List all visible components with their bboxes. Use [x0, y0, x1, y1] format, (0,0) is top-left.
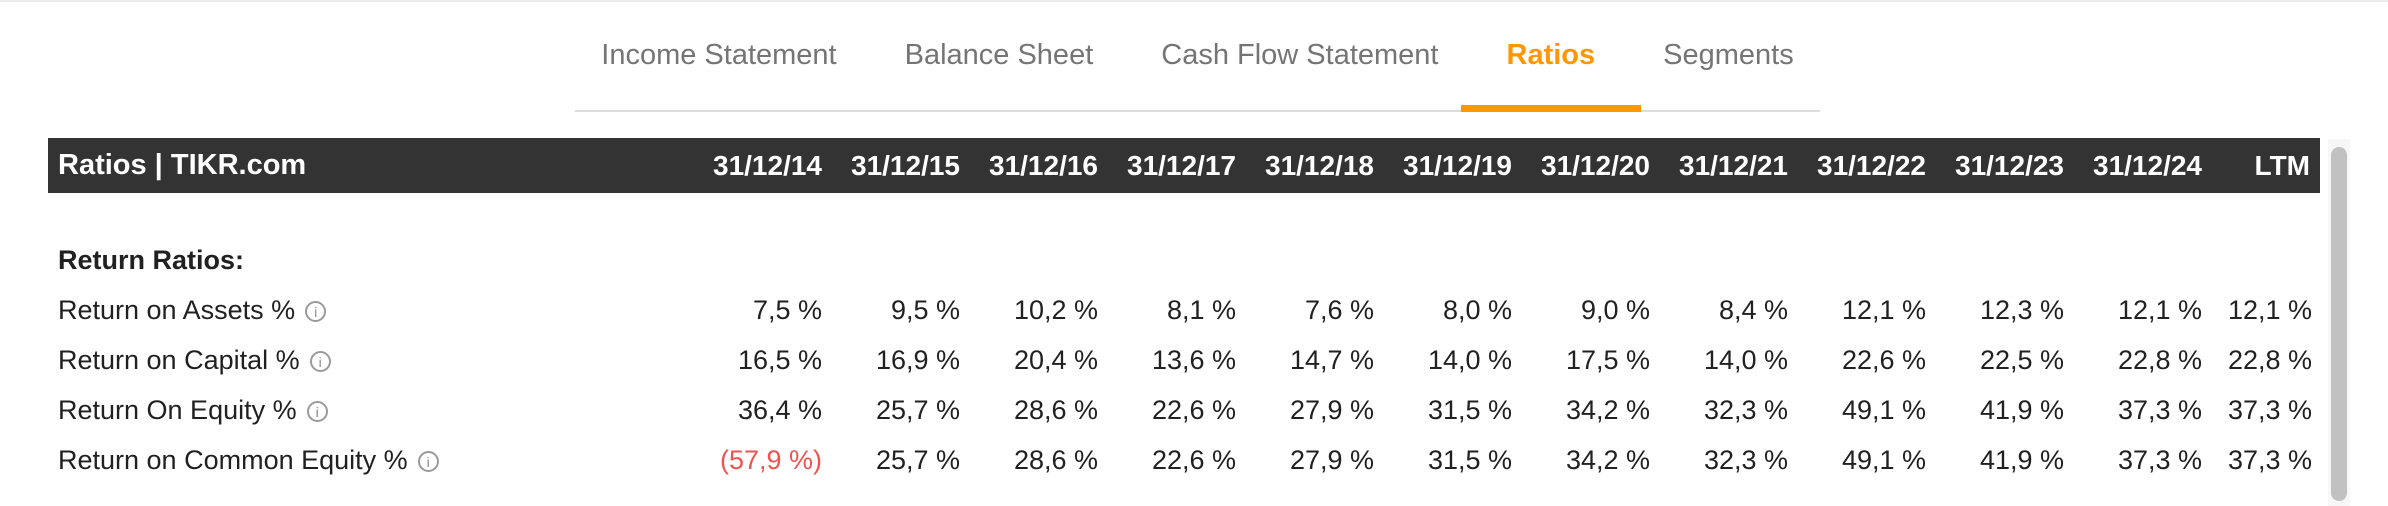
value-cell: 16,9 % [875, 344, 960, 375]
value-cell: 8,1 % [1166, 294, 1236, 325]
value-cell: 14,0 % [1703, 344, 1788, 375]
section-header-row: Return Ratios: [48, 235, 2320, 285]
value-cell: 22,8 % [2117, 344, 2202, 375]
value-cell: 10,2 % [1013, 294, 1098, 325]
value-cell: 16,5 % [737, 344, 822, 375]
value-cell: 22,6 % [1151, 394, 1236, 425]
column-header-31-12-23: 31/12/23 [1934, 138, 2072, 193]
value-cell: 12,3 % [1979, 294, 2064, 325]
vertical-scrollbar[interactable] [2328, 139, 2350, 506]
value-cell: 13,6 % [1151, 344, 1236, 375]
value-cell: 49,1 % [1841, 444, 1926, 475]
row-label: Return On Equity % [58, 394, 297, 425]
value-cell: 37,3 % [2117, 444, 2202, 475]
value-cell: 41,9 % [1979, 444, 2064, 475]
column-header-31-12-17: 31/12/17 [1106, 138, 1244, 193]
value-cell: 9,5 % [890, 294, 960, 325]
value-cell: 9,0 % [1580, 294, 1650, 325]
ratios-table-wrap: Ratios | TIKR.com 31/12/14 31/12/15 31/12/… [48, 138, 2320, 485]
value-cell: 41,9 % [1979, 394, 2064, 425]
column-header-31-12-21: 31/12/21 [1658, 138, 1796, 193]
table-row: Return On Equity % i 36,4 % 25,7 % 28,6 % 22,… [48, 385, 2320, 435]
value-cell: 36,4 % [737, 394, 822, 425]
column-header-31-12-19: 31/12/19 [1382, 138, 1520, 193]
value-cell: 22,6 % [1151, 444, 1236, 475]
value-cell: 27,9 % [1289, 444, 1374, 475]
row-label-cell: Return On Equity % i [48, 385, 692, 435]
value-cell: 12,1 % [2117, 294, 2202, 325]
row-label-cell: Return on Capital % i [48, 335, 692, 385]
value-cell: 32,3 % [1703, 444, 1788, 475]
column-header-31-12-18: 31/12/18 [1244, 138, 1382, 193]
row-label: Return on Capital % [58, 344, 300, 375]
value-cell: 31,5 % [1427, 444, 1512, 475]
row-label: Return on Common Equity % [58, 444, 408, 475]
spacer-row [48, 193, 2320, 235]
value-cell: 37,3 % [2117, 394, 2202, 425]
tab-income-statement[interactable]: Income Statement [601, 38, 837, 71]
value-cell: 25,7 % [875, 444, 960, 475]
value-cell: 37,3 % [2227, 394, 2312, 425]
info-icon[interactable]: i [306, 401, 328, 422]
column-header-31-12-15: 31/12/15 [830, 138, 968, 193]
row-label: Return on Assets % [58, 294, 296, 325]
tab-cash-flow-statement[interactable]: Cash Flow Statement [1161, 38, 1439, 71]
value-cell: 32,3 % [1703, 394, 1788, 425]
value-cell: 12,1 % [1841, 294, 1926, 325]
info-icon[interactable]: i [417, 451, 439, 472]
tab-segments[interactable]: Segments [1663, 38, 1794, 71]
column-header-31-12-20: 31/12/20 [1520, 138, 1658, 193]
value-cell: 12,1 % [2227, 294, 2312, 325]
value-cell: 22,6 % [1841, 344, 1926, 375]
value-cell: 22,8 % [2227, 344, 2312, 375]
column-header-31-12-24: 31/12/24 [2072, 138, 2210, 193]
table-header-row: Ratios | TIKR.com 31/12/14 31/12/15 31/12/… [48, 138, 2320, 193]
value-cell: 20,4 % [1013, 344, 1098, 375]
value-cell: 37,3 % [2227, 444, 2312, 475]
value-cell: 28,6 % [1013, 394, 1098, 425]
table-body: Return Ratios: Return on Assets % i 7,5 % 9,… [48, 193, 2320, 485]
column-header-31-12-16: 31/12/16 [968, 138, 1106, 193]
tab-ratios[interactable]: Ratios [1460, 0, 1641, 112]
value-cell: 34,2 % [1565, 444, 1650, 475]
value-cell: 49,1 % [1841, 394, 1926, 425]
tab-balance-sheet[interactable]: Balance Sheet [904, 38, 1094, 71]
table-title: Ratios | TIKR.com [48, 138, 692, 193]
info-icon[interactable]: i [305, 301, 327, 322]
value-cell: (57,9 %) [719, 444, 822, 475]
value-cell: 7,6 % [1304, 294, 1374, 325]
table-row: Return on Capital % i 16,5 % 16,9 % 20,4 % 13… [48, 335, 2320, 385]
table-row: Return on Common Equity % i (57,9 %) 25,7 %… [48, 435, 2320, 485]
value-cell: 7,5 % [752, 294, 822, 325]
info-icon[interactable]: i [309, 351, 331, 372]
table-row: Return on Assets % i 7,5 % 9,5 % 10,2 % 8,1 %… [48, 285, 2320, 335]
column-header-31-12-22: 31/12/22 [1796, 138, 1934, 193]
row-label-cell: Return on Common Equity % i [48, 435, 692, 485]
column-header-31-12-14: 31/12/14 [692, 138, 830, 193]
value-cell: 14,0 % [1427, 344, 1512, 375]
value-cell: 17,5 % [1565, 344, 1650, 375]
tabs: Income Statement Balance Sheet Cash Flow S… [575, 0, 1820, 112]
value-cell: 8,4 % [1718, 294, 1788, 325]
value-cell: 34,2 % [1565, 394, 1650, 425]
scrollbar-thumb[interactable] [2331, 147, 2347, 501]
value-cell: 27,9 % [1289, 394, 1374, 425]
value-cell: 14,7 % [1289, 344, 1374, 375]
value-cell: 22,5 % [1979, 344, 2064, 375]
value-cell: 8,0 % [1442, 294, 1512, 325]
value-cell: 25,7 % [875, 394, 960, 425]
value-cell: 28,6 % [1013, 444, 1098, 475]
value-cell: 31,5 % [1427, 394, 1512, 425]
row-label-cell: Return on Assets % i [48, 285, 692, 335]
column-header-ltm: LTM [2210, 138, 2320, 193]
top-divider [0, 0, 2388, 2]
ratios-table: Ratios | TIKR.com 31/12/14 31/12/15 31/12/… [48, 138, 2320, 485]
section-header: Return Ratios: [58, 244, 245, 275]
